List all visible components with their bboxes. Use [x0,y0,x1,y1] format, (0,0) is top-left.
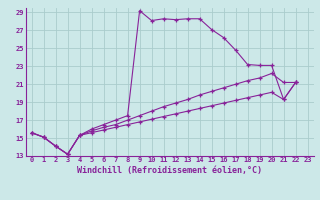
X-axis label: Windchill (Refroidissement éolien,°C): Windchill (Refroidissement éolien,°C) [77,166,262,175]
